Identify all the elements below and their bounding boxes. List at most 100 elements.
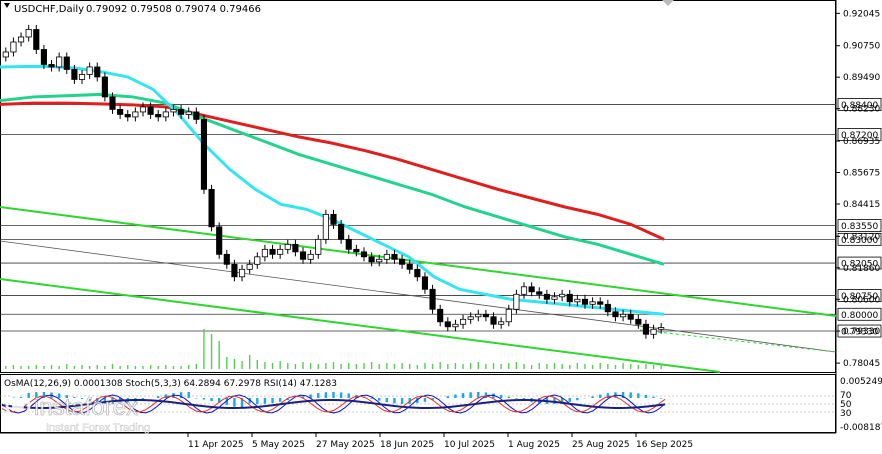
candle-body [40, 49, 47, 65]
instaforex-logo: instaforex Instant Forex Trading [5, 393, 150, 434]
stoch-main-line [1, 394, 666, 414]
x-tick-label: 10 Jul 2025 [444, 440, 495, 450]
candle-body [612, 311, 619, 318]
candle-body [475, 313, 482, 318]
scroll-marker-icon [662, 0, 674, 6]
candle-body [246, 263, 253, 270]
candle-body [178, 109, 185, 115]
level-label: 0.83550 [841, 222, 878, 232]
level-label: 0.88400 [841, 101, 878, 111]
candle-body [208, 188, 215, 228]
y-tick-label: 0.85675 [843, 169, 880, 179]
y-tick-label: 0.88230 [843, 105, 880, 115]
level-label: 0.87200 [841, 131, 878, 141]
candle-body [48, 64, 55, 68]
symbol-label: USDCHF,Daily [14, 4, 84, 15]
x-tick-label: 11 Apr 2025 [188, 440, 244, 450]
level-label-box [837, 98, 882, 111]
candle-body [444, 321, 451, 328]
candle-body [238, 268, 246, 278]
volume-bars [5, 329, 662, 369]
y-tick-label: 0.83120 [843, 232, 880, 242]
stoch-level-50: 50 [840, 400, 852, 410]
y-tick-label: 0.89490 [843, 73, 880, 83]
candle-body [109, 96, 116, 110]
candle-body [635, 318, 642, 325]
candle-body [277, 248, 284, 255]
x-tick-label: 25 Aug 2025 [572, 440, 630, 450]
candle-body [56, 56, 63, 68]
osma-top-value: 0.0052499 [840, 377, 882, 387]
candle-body [330, 213, 337, 225]
x-tick-label: 5 May 2025 [252, 440, 305, 450]
candle-body [162, 111, 169, 118]
candle-body [78, 74, 86, 80]
stoch-signal-line [1, 395, 666, 413]
candle-body [452, 323, 459, 328]
candle-body [25, 29, 32, 38]
main-panel-frame [0, 0, 836, 373]
indicator-panel-frame [0, 374, 836, 433]
candle-body [543, 293, 550, 300]
candle-body [2, 51, 9, 58]
candle-body [406, 263, 413, 270]
y-tick-label: 0.81860 [843, 264, 880, 274]
candle-body [200, 119, 208, 190]
candle-body [574, 298, 581, 303]
candle-body [139, 106, 147, 113]
channel-mid-line [0, 240, 837, 353]
candle-body [551, 296, 558, 300]
candle-body [429, 288, 436, 310]
candle-body [322, 213, 329, 240]
candle-body [86, 66, 93, 75]
ohlc-values: 0.79092 0.79508 0.79074 0.79466 [86, 4, 261, 15]
candle-body [292, 243, 299, 253]
candle-body [170, 109, 177, 113]
level-label-box [837, 232, 882, 246]
y-tick-label: 0.90750 [843, 42, 880, 52]
candle-body [459, 318, 467, 325]
stoch-level-30: 30 [840, 409, 852, 419]
candle-body [269, 248, 276, 255]
candle-body [338, 223, 345, 240]
candle-body [101, 76, 108, 98]
candle-body [284, 243, 291, 250]
candle-body [597, 301, 604, 305]
candle-body [94, 66, 101, 78]
watermark-brand: instaforex [34, 394, 138, 421]
candle-body [353, 248, 360, 253]
candle-body [620, 313, 627, 318]
candle-body [254, 256, 261, 265]
channel-upper-line [0, 206, 837, 317]
candle-body [63, 56, 70, 70]
rsi-line [1, 399, 666, 410]
candle-body [147, 106, 154, 115]
level-label-box [837, 307, 882, 321]
candle-body [391, 253, 398, 260]
candle-body [368, 256, 375, 263]
candle-body [437, 308, 444, 323]
candle-body [261, 248, 268, 258]
candle-body [467, 316, 474, 320]
level-label: 0.80000 [841, 311, 878, 321]
y-tick-label: 0.79330 [843, 327, 880, 337]
candle-body [604, 303, 611, 313]
level-label: 0.82050 [841, 260, 878, 270]
level-label-box [837, 256, 882, 270]
time-axis: 11 Apr 2025 5 May 2025 27 May 2025 18 Jun 2… [0, 432, 836, 450]
candle-body [299, 251, 307, 260]
candle-body [360, 251, 368, 258]
candle-body [513, 293, 520, 310]
level-label: 0.79330 [841, 328, 878, 338]
candle-body [581, 298, 589, 305]
candle-body [17, 36, 25, 43]
watermark-tagline: Instant Forex Trading [46, 422, 150, 434]
y-tick-label: 0.86935 [843, 137, 880, 147]
candle-body [383, 253, 390, 260]
candle-body [155, 114, 162, 118]
candle-body [505, 308, 512, 323]
price-axis: 0.92045 0.90750 0.89490 0.88230 0.86935 0.856… [836, 9, 880, 369]
chart-collapse-icon[interactable] [4, 3, 10, 8]
level-label-box [837, 289, 882, 302]
y-tick-label: 0.84415 [843, 200, 880, 210]
